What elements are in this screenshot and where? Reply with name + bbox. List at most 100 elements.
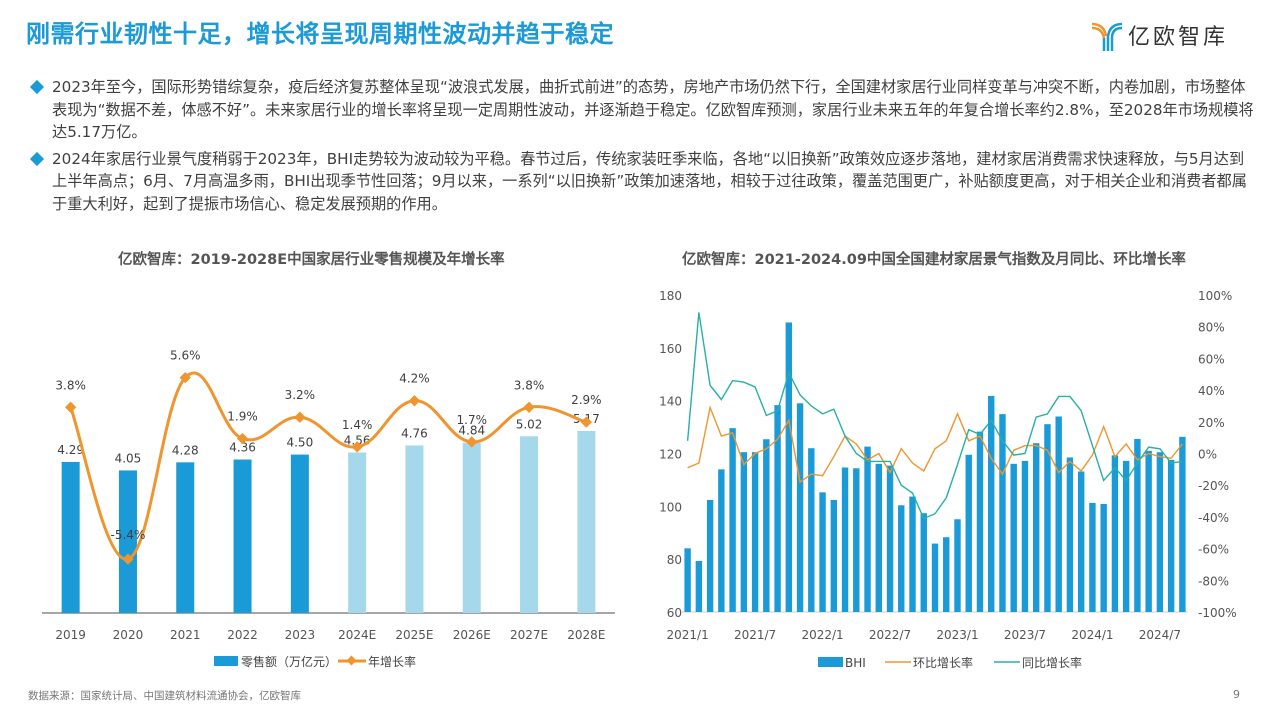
legend: 零售额（万亿元） 年增长率 — [214, 654, 416, 669]
x-tick-label: 2022 — [227, 628, 258, 642]
y-left-tick-label: 60 — [667, 606, 682, 620]
x-tick-label: 2020 — [113, 628, 144, 642]
growth-rate-label: 1.7% — [457, 413, 488, 427]
y-right-tick-label: 20% — [1198, 416, 1225, 430]
y-right-tick-label: -80% — [1198, 574, 1229, 588]
bar-retail-2026E — [462, 442, 481, 613]
bhi-bar-2022/6 — [875, 463, 882, 612]
growth-rate-label: 3.2% — [285, 388, 316, 402]
bar-retail-2020 — [118, 470, 137, 613]
bhi-bar-2021/6 — [740, 452, 748, 612]
bhi-bar-2021/2 — [695, 561, 703, 612]
y-left-tick-label: 100 — [659, 500, 682, 514]
growth-rate-label: 1.9% — [227, 410, 258, 424]
bar-retail-2019 — [61, 461, 80, 613]
bullet-item: 2024年家居行业景气度稍弱于2023年，BHI走势较为波动较为平稳。春节过后，… — [29, 148, 1255, 216]
bhi-bar-2021/4 — [718, 469, 725, 612]
bhi-bar-2021/9 — [774, 405, 781, 612]
y-right-tick-label: 0% — [1198, 448, 1217, 462]
bar-retail-2027E — [520, 436, 539, 613]
bhi-bar-2022/8 — [898, 505, 905, 612]
legend: BHI 环比增长率 同比增长率 — [818, 655, 1082, 670]
y-right-tick-label: 80% — [1198, 321, 1225, 335]
growth-rate-label: -5.4% — [111, 528, 146, 542]
bhi-bar-2023/9 — [1044, 424, 1051, 612]
legend-label-retail: 零售额（万亿元） — [241, 654, 337, 669]
bhi-bar-2024/9 — [1179, 436, 1186, 612]
x-tick-label: 2022/1 — [801, 628, 843, 642]
y-left-tick-label: 180 — [659, 289, 682, 303]
x-tick-label: 2023/7 — [1004, 628, 1046, 642]
bhi-bar-2021/8 — [763, 439, 770, 612]
logo-icon — [1091, 22, 1123, 51]
bhi-bar-2024/8 — [1167, 459, 1175, 612]
bhi-bar-2023/12 — [1077, 471, 1085, 612]
x-tick-label: 2028E — [567, 628, 605, 642]
growth-rate-point — [580, 416, 593, 428]
bhi-bar-2022/2 — [830, 499, 837, 612]
bar-label: 4.84 — [458, 424, 485, 438]
growth-rate-point — [294, 411, 306, 423]
bhi-bar-2021/1 — [684, 548, 691, 612]
growth-rate-point — [523, 401, 535, 413]
x-tick-label: 2026E — [453, 628, 491, 642]
bar-label: 4.05 — [115, 451, 142, 465]
mom-growth-line — [687, 405, 1183, 484]
bar-label: 4.76 — [401, 426, 428, 440]
bhi-bar-2024/6 — [1145, 450, 1152, 612]
x-tick-label: 2021/7 — [734, 628, 776, 642]
bhi-bar-2022/11 — [931, 543, 939, 612]
y-right-tick-label: 100% — [1198, 289, 1232, 303]
x-tick-label: 2025E — [395, 628, 433, 642]
growth-rate-point — [64, 401, 77, 413]
y-left-tick-label: 80 — [667, 553, 682, 567]
diamond-bullet-icon — [29, 79, 45, 95]
bhi-bar-2021/11 — [796, 403, 804, 612]
growth-rate-label: 1.4% — [342, 418, 373, 432]
logo: 亿欧智库 — [1090, 18, 1228, 52]
bhi-bar-2021/12 — [808, 448, 815, 612]
y-left-tick-label: 120 — [659, 448, 682, 462]
page-number: 9 — [1233, 688, 1240, 701]
data-source: 数据来源：国家统计局、中国建筑材料流通协会，亿欧智库 — [28, 690, 301, 702]
x-tick-label: 2023 — [285, 628, 316, 642]
x-tick-label: 2022/7 — [869, 628, 911, 642]
bhi-bar-2022/10 — [920, 513, 927, 612]
bhi-bar-2023/6 — [1010, 463, 1017, 612]
x-tick-label: 2019 — [55, 628, 86, 642]
bhi-bar-2023/3 — [976, 431, 984, 612]
bar-retail-2025E — [405, 445, 424, 613]
bar-label: 4.29 — [57, 443, 84, 457]
bhi-bar-2022/1 — [819, 492, 826, 612]
x-tick-label: 2021/1 — [667, 628, 709, 642]
bar-label: 4.50 — [286, 436, 313, 450]
bhi-bar-2023/2 — [965, 454, 972, 612]
bullet-text: 2024年家居行业景气度稍弱于2023年，BHI走势较为波动较为平稳。春节过后，… — [52, 149, 1247, 213]
bhi-bar-2023/10 — [1055, 416, 1062, 612]
yoy-growth-line — [686, 312, 1183, 520]
bar-retail-2021 — [176, 462, 195, 613]
x-tick-label: 2024/1 — [1071, 628, 1113, 642]
bhi-bar-2023/5 — [999, 414, 1006, 612]
bhi-bar-2021/3 — [706, 499, 714, 612]
bhi-bar-2023/8 — [1033, 443, 1040, 612]
bar-retail-2024E — [348, 452, 367, 613]
x-tick-label: 2024/7 — [1139, 628, 1181, 642]
bhi-bar-2022/4 — [853, 468, 860, 612]
bar-retail-2023 — [290, 454, 309, 613]
growth-rate-label: 5.6% — [170, 349, 201, 363]
growth-rate-point — [351, 441, 363, 453]
bhi-bar-2024/1 — [1089, 502, 1096, 612]
legend-swatch-bhi — [818, 657, 843, 667]
right-chart-title: 亿欧智库：2021-2024.09中国全国建材家居景气指数及月同比、环比增长率 — [682, 252, 1186, 268]
bhi-bar-2021/7 — [751, 452, 759, 612]
bhi-bar-2024/5 — [1134, 438, 1141, 612]
bullet-item: 2023年至今，国际形势错综复杂，疫后经济复苏整体呈现“波浪式发展，曲折式前进”… — [29, 76, 1255, 144]
bhi-bar-2022/12 — [943, 537, 950, 612]
growth-rate-label: 2.9% — [571, 393, 602, 407]
bullet-text: 2023年至今，国际形势错综复杂，疫后经济复苏整体呈现“波浪式发展，曲折式前进”… — [52, 78, 1254, 141]
growth-rate-label: 3.8% — [55, 378, 86, 392]
y-right-tick-label: 60% — [1198, 352, 1225, 366]
x-tick-label: 2024E — [338, 628, 376, 642]
legend-label-growth: 年增长率 — [368, 654, 416, 669]
